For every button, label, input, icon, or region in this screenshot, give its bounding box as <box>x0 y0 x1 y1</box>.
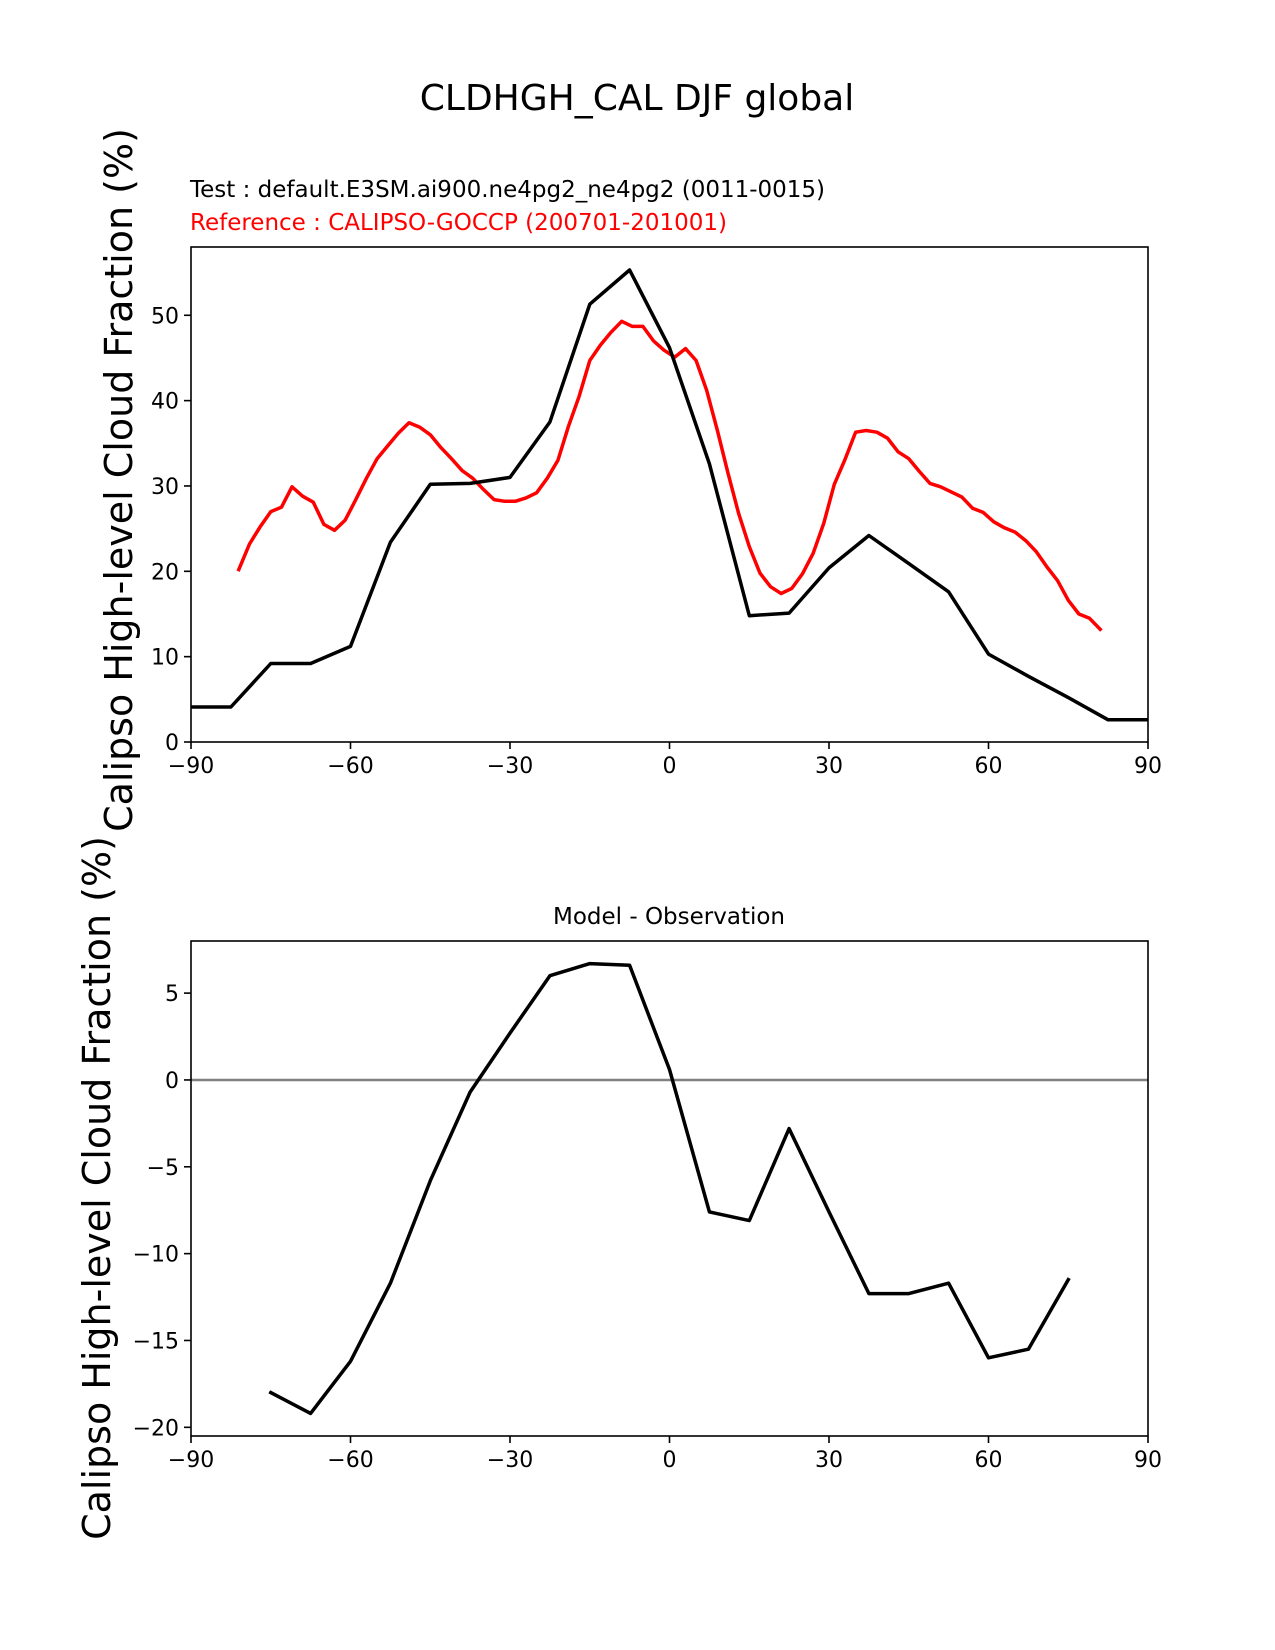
top-ytick-label: 30 <box>151 475 179 500</box>
top-ytick-label: 20 <box>151 560 179 585</box>
bottom-ytick-label: 0 <box>165 1069 179 1094</box>
test-label: Test : default.E3SM.ai900.ne4pg2_ne4pg2 … <box>189 177 825 203</box>
reference-label: Reference : CALIPSO-GOCCP (200701-201001… <box>190 210 727 236</box>
top-xtick-label: 60 <box>975 754 1003 779</box>
bottom-axes-frame <box>190 940 1149 1437</box>
bottom-ylabel: Calipso High-level Cloud Fraction (%) <box>75 836 119 1540</box>
bottom-xtick-label: 60 <box>975 1448 1003 1473</box>
bottom-panel: Model - Observation Calipso High-level C… <box>75 836 1162 1540</box>
bottom-plot-area: −90 −60 −30 0 30 60 90 −20 −15 −10 −5 0 5 <box>133 940 1162 1473</box>
bottom-data-layer <box>191 961 1148 1416</box>
bottom-xtick-label: −60 <box>327 1448 373 1473</box>
top-ytick-label: 50 <box>151 304 179 329</box>
top-ytick-label: 40 <box>151 390 179 415</box>
top-series-0-line <box>236 319 1103 632</box>
top-data-layer <box>191 268 1148 722</box>
top-ylabel: Calipso High-level Cloud Fraction (%) <box>97 128 141 832</box>
top-xtick-label: 90 <box>1134 754 1162 779</box>
top-xtick-label: −30 <box>487 754 533 779</box>
bottom-xtick-label: −30 <box>487 1448 533 1473</box>
top-xtick-label: 30 <box>815 754 843 779</box>
bottom-ytick-label: 5 <box>165 982 179 1007</box>
top-xtick-label: −60 <box>327 754 373 779</box>
bottom-ytick-label: −10 <box>133 1243 179 1268</box>
top-axes-frame <box>190 246 1149 743</box>
top-plot-area: −90 −60 −30 0 30 60 90 0 10 20 30 40 50 <box>151 246 1162 779</box>
top-xtick-label: 0 <box>663 754 677 779</box>
bottom-xtick-label: 0 <box>663 1448 677 1473</box>
bottom-ytick-label: −15 <box>133 1329 179 1354</box>
bottom-xtick-label: 30 <box>815 1448 843 1473</box>
bottom-xtick-label: −90 <box>168 1448 214 1473</box>
top-series-1-line <box>191 268 1148 722</box>
bottom-title: Model - Observation <box>553 904 785 930</box>
bottom-ytick-label: −20 <box>133 1416 179 1441</box>
figure-title: CLDHGH_CAL DJF global <box>420 78 855 119</box>
top-ytick-label: 10 <box>151 646 179 671</box>
top-xtick-label: −90 <box>168 754 214 779</box>
bottom-xtick-label: 90 <box>1134 1448 1162 1473</box>
top-ytick-label: 0 <box>165 731 179 756</box>
bottom-ytick-label: −5 <box>147 1156 179 1181</box>
top-panel: Test : default.E3SM.ai900.ne4pg2_ne4pg2 … <box>97 128 1162 832</box>
bottom-series-0-line <box>268 961 1071 1416</box>
